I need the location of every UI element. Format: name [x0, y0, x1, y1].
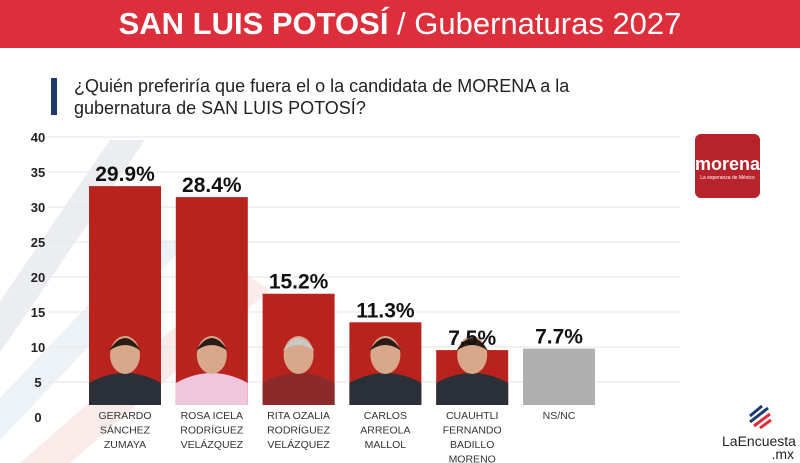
candidate-photo	[175, 336, 248, 405]
laencuesta-text: LaEncuesta	[722, 433, 796, 449]
category-label: CUAUHTLI	[446, 410, 499, 422]
candidate-photo	[89, 336, 161, 405]
category-label: FERNANDO	[443, 425, 502, 437]
stripe-gray	[0, 140, 145, 353]
y-tick-label: 10	[31, 340, 45, 355]
category-label: ARREOLA	[360, 425, 410, 437]
data-label: 7.7%	[535, 326, 583, 349]
header-title-state: SAN LUIS POTOSÍ	[118, 6, 389, 41]
morena-logo-tagline: La esperanza de México	[700, 175, 755, 181]
y-tick-label: 20	[31, 270, 45, 285]
header-title-rest: / Gubernaturas 2027	[388, 6, 682, 41]
y-tick-label: 15	[31, 305, 45, 320]
category-label: MORENO	[449, 454, 496, 463]
y-tick-label: 40	[31, 130, 45, 145]
question-accent-bar	[51, 78, 57, 115]
laencuesta-logo-icon	[749, 404, 772, 430]
bar-chart: 0 5 10 15 20 25 30 35 40 29.9% GERARDO SÁNCHEZ ZUMA…	[0, 130, 680, 463]
category-label: ZUMAYA	[104, 439, 146, 451]
category-label: RODRÍGUEZ	[180, 424, 244, 437]
category-label: VELÁZQUEZ	[267, 438, 330, 451]
header-banner: SAN LUIS POTOSÍ / Gubernaturas 2027	[0, 0, 800, 48]
category-label: CARLOS	[364, 410, 407, 422]
category-label: BADILLO	[450, 439, 494, 451]
category-label: NS/NC	[543, 410, 576, 422]
laencuesta-tld: .mx	[771, 446, 794, 462]
y-tick-label: 25	[31, 235, 45, 250]
category-label: SÁNCHEZ	[100, 424, 151, 437]
candidate-photo	[262, 336, 335, 405]
y-tick-label: 0	[34, 410, 41, 425]
morena-logo-text: morena	[695, 154, 761, 174]
data-label: 15.2%	[269, 271, 329, 294]
bar	[523, 348, 595, 405]
category-label: MALLOL	[365, 439, 407, 451]
candidate-photo	[436, 336, 509, 405]
category-label: VELÁZQUEZ	[181, 438, 244, 451]
data-label: 11.3%	[356, 299, 415, 322]
category-label: RODRÍGUEZ	[267, 424, 331, 437]
category-label: RITA OZALIA	[267, 410, 330, 422]
category-label: GERARDO	[98, 410, 151, 422]
question-text: ¿Quién preferiría que fuera el o la cand…	[74, 76, 570, 118]
data-label: 7.5%	[448, 327, 496, 350]
data-label: 28.4%	[182, 174, 242, 197]
data-label: 29.9%	[95, 163, 155, 186]
y-tick-label: 5	[34, 375, 41, 390]
y-tick-label: 30	[31, 200, 45, 215]
morena-logo: morena La esperanza de México	[695, 134, 760, 198]
y-tick-label: 35	[31, 165, 45, 180]
category-label: ROSA ICELA	[181, 410, 243, 422]
candidate-photo	[349, 336, 422, 405]
